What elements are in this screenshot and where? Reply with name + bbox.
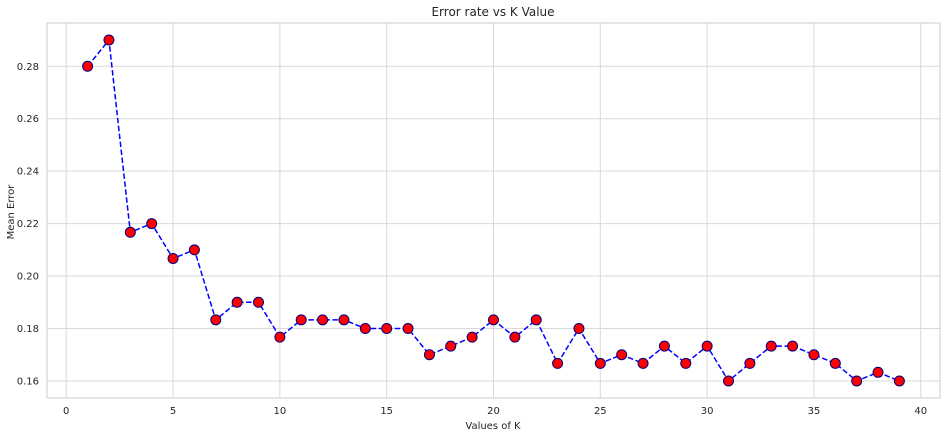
data-point (231, 296, 243, 308)
y-tick-label: 0.20 (17, 272, 39, 283)
data-point (658, 340, 670, 352)
data-point (872, 366, 884, 378)
x-tick-label: 35 (808, 406, 821, 417)
data-point (829, 357, 841, 369)
x-tick-label: 40 (914, 406, 927, 417)
data-point (146, 218, 158, 230)
chart-title: Error rate vs K Value (431, 5, 554, 19)
x-axis-title: Values of K (465, 421, 521, 432)
data-point (82, 60, 94, 72)
data-point (188, 244, 200, 256)
y-tick-label: 0.28 (17, 62, 39, 73)
y-tick-label: 0.24 (17, 167, 39, 178)
y-axis-title: Mean Error (6, 184, 17, 240)
data-point (124, 226, 136, 238)
data-point (637, 357, 649, 369)
y-tick-label: 0.18 (17, 324, 39, 335)
data-point (594, 357, 606, 369)
x-tick-label: 0 (63, 406, 69, 417)
data-point (680, 357, 692, 369)
data-point (274, 331, 286, 343)
data-point (466, 331, 478, 343)
data-point (893, 375, 905, 387)
data-point (787, 340, 799, 352)
data-point (253, 296, 264, 308)
data-point (295, 314, 307, 326)
data-point (381, 323, 393, 335)
data-point (210, 314, 222, 326)
x-tick-label: 20 (487, 406, 500, 417)
x-tick-label: 30 (701, 406, 714, 417)
data-point (765, 340, 777, 352)
data-point (317, 314, 329, 326)
data-point (573, 323, 585, 335)
data-point (402, 323, 414, 335)
y-tick-label: 0.22 (17, 219, 39, 230)
series-markers (82, 34, 905, 387)
data-point (808, 349, 820, 361)
data-point (701, 340, 713, 352)
x-tick-label: 25 (594, 406, 607, 417)
data-point (167, 252, 179, 264)
axis-ticks: 0 5 10 15 20 25 30 35 40 0.16 0.18 0.20 0.22 0.24 0.26… (17, 62, 927, 417)
data-point (744, 357, 756, 369)
data-point (338, 314, 350, 326)
data-point (552, 357, 564, 369)
data-point (103, 34, 115, 46)
data-point (509, 331, 521, 343)
plot-area (46, 22, 941, 399)
x-tick-label: 5 (170, 406, 176, 417)
grid (47, 23, 940, 398)
data-point (851, 375, 863, 387)
y-tick-label: 0.26 (17, 114, 39, 125)
data-point (359, 323, 371, 335)
data-point (488, 314, 499, 326)
data-point (530, 314, 542, 326)
data-point (445, 340, 457, 352)
y-tick-label: 0.16 (17, 376, 39, 387)
data-point (423, 349, 435, 361)
data-point (616, 349, 628, 361)
data-point (723, 375, 734, 387)
x-tick-label: 10 (273, 406, 286, 417)
x-tick-label: 15 (380, 406, 393, 417)
